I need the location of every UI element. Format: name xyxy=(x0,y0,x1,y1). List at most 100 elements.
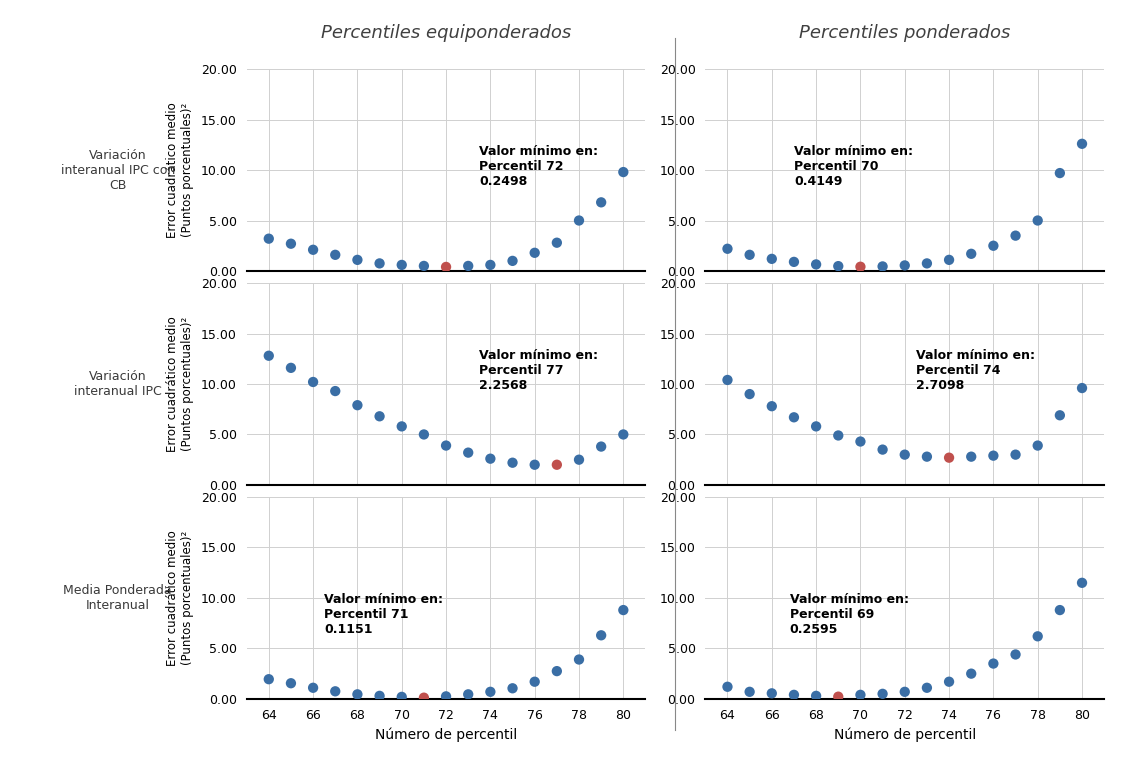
Point xyxy=(503,456,521,468)
Point xyxy=(548,237,566,249)
Y-axis label: Error cuadrático medio
(Puntos porcentuales)²: Error cuadrático medio (Puntos porcentua… xyxy=(166,530,194,666)
Text: Valor mínimo en:
Percentil 69
0.2595: Valor mínimo en: Percentil 69 0.2595 xyxy=(789,593,908,636)
Text: Variación
interanual IPC con
CB: Variación interanual IPC con CB xyxy=(61,148,175,191)
Point xyxy=(592,196,610,208)
Point xyxy=(807,420,825,432)
Point xyxy=(896,686,914,698)
Point xyxy=(807,258,825,270)
Point xyxy=(326,385,344,397)
Point xyxy=(371,410,389,422)
Point xyxy=(941,253,958,266)
Point xyxy=(460,446,478,458)
X-axis label: Número de percentil: Número de percentil xyxy=(834,727,976,742)
Point xyxy=(503,682,521,694)
Point xyxy=(392,420,410,432)
Point xyxy=(719,374,736,386)
Point xyxy=(785,689,803,701)
Point xyxy=(392,259,410,271)
Point xyxy=(852,689,870,701)
Text: Percentiles ponderados: Percentiles ponderados xyxy=(799,25,1010,42)
Point xyxy=(304,243,322,256)
Point xyxy=(1029,631,1047,643)
Point xyxy=(592,440,610,452)
Point xyxy=(548,665,566,677)
Point xyxy=(614,429,632,441)
Y-axis label: Error cuadrático medio
(Puntos porcentuales)²: Error cuadrático medio (Puntos porcentua… xyxy=(166,316,194,452)
Point xyxy=(614,166,632,178)
Point xyxy=(481,259,499,271)
Point xyxy=(807,690,825,702)
Point xyxy=(260,349,278,362)
Text: Valor mínimo en:
Percentil 77
2.2568: Valor mínimo en: Percentil 77 2.2568 xyxy=(480,349,599,392)
Text: Valor mínimo en:
Percentil 70
0.4149: Valor mínimo en: Percentil 70 0.4149 xyxy=(794,145,912,188)
Point xyxy=(526,247,544,259)
Point xyxy=(1050,167,1068,179)
Point xyxy=(1029,214,1047,227)
Point xyxy=(741,249,759,261)
Point xyxy=(415,260,433,272)
Point xyxy=(918,451,936,463)
Point xyxy=(830,260,847,273)
Point xyxy=(437,439,455,452)
Point xyxy=(349,688,367,700)
Point xyxy=(526,458,544,471)
Point xyxy=(326,249,344,261)
Point xyxy=(852,435,870,448)
Point xyxy=(719,680,736,693)
Point xyxy=(392,690,410,703)
Point xyxy=(852,260,870,273)
Point xyxy=(415,691,433,703)
Point xyxy=(896,260,914,272)
Point xyxy=(1073,137,1091,150)
Point xyxy=(304,376,322,388)
Text: Valor mínimo en:
Percentil 71
0.1151: Valor mínimo en: Percentil 71 0.1151 xyxy=(324,593,443,636)
Point xyxy=(1073,577,1091,589)
Point xyxy=(349,253,367,266)
Point xyxy=(741,388,759,400)
Point xyxy=(918,257,936,270)
Y-axis label: Error cuadrático medio
(Puntos porcentuales)²: Error cuadrático medio (Puntos porcentua… xyxy=(166,102,194,238)
Point xyxy=(304,682,322,694)
Point xyxy=(349,399,367,412)
Point xyxy=(762,687,780,700)
Point xyxy=(719,243,736,255)
Point xyxy=(437,261,455,273)
Point xyxy=(873,687,891,700)
Point xyxy=(282,362,300,374)
Point xyxy=(571,654,589,666)
Point xyxy=(282,677,300,690)
Point xyxy=(830,690,847,703)
Point xyxy=(896,449,914,461)
Point xyxy=(571,214,589,227)
Point xyxy=(526,676,544,688)
Point xyxy=(785,411,803,423)
Point xyxy=(437,690,455,703)
Text: Valor mínimo en:
Percentil 74
2.7098: Valor mínimo en: Percentil 74 2.7098 xyxy=(916,349,1035,392)
Point xyxy=(481,686,499,698)
Point xyxy=(371,690,389,702)
Point xyxy=(1007,648,1025,660)
Point xyxy=(614,604,632,616)
Point xyxy=(260,673,278,685)
Point xyxy=(282,237,300,250)
Point xyxy=(962,667,980,680)
Point xyxy=(873,260,891,273)
Text: Valor mínimo en:
Percentil 72
0.2498: Valor mínimo en: Percentil 72 0.2498 xyxy=(480,145,599,188)
Point xyxy=(260,233,278,245)
Point xyxy=(984,449,1002,462)
Point xyxy=(873,443,891,455)
Point xyxy=(1050,409,1068,422)
Text: Percentiles equiponderados: Percentiles equiponderados xyxy=(321,25,572,42)
Point xyxy=(785,256,803,268)
Point xyxy=(548,458,566,471)
Point xyxy=(962,451,980,463)
Point xyxy=(941,452,958,464)
Point xyxy=(1050,604,1068,616)
Point xyxy=(326,685,344,697)
Point xyxy=(1073,382,1091,394)
Point xyxy=(481,452,499,465)
Point xyxy=(741,686,759,698)
Text: Variación
interanual IPC: Variación interanual IPC xyxy=(74,370,161,398)
Point xyxy=(460,688,478,700)
Point xyxy=(830,429,847,442)
